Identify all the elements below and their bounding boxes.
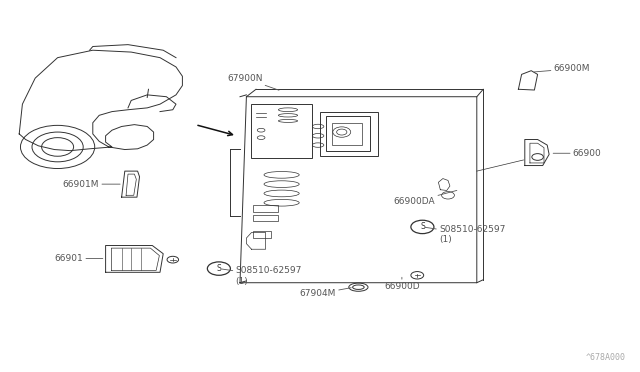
Text: 66901M: 66901M bbox=[63, 180, 120, 189]
Text: 66901: 66901 bbox=[54, 254, 103, 263]
Text: S08510-62597
(1): S08510-62597 (1) bbox=[425, 225, 506, 244]
Text: S08510-62597
(1): S08510-62597 (1) bbox=[221, 266, 302, 286]
Text: 67900N: 67900N bbox=[227, 74, 279, 90]
Bar bbox=[320, 112, 378, 156]
Text: 66900: 66900 bbox=[553, 149, 602, 158]
Bar bbox=[253, 215, 278, 221]
Bar bbox=[251, 104, 312, 158]
Text: 66900D: 66900D bbox=[384, 277, 420, 291]
Text: ^678A000: ^678A000 bbox=[586, 353, 626, 362]
Bar bbox=[332, 123, 362, 145]
Text: 67904M: 67904M bbox=[300, 288, 351, 298]
Bar bbox=[253, 231, 271, 238]
Text: 66900M: 66900M bbox=[534, 64, 590, 73]
Bar bbox=[326, 116, 370, 151]
Text: S: S bbox=[216, 264, 221, 273]
Text: S: S bbox=[420, 222, 425, 231]
Bar bbox=[253, 205, 278, 212]
Text: 66900DA: 66900DA bbox=[394, 190, 457, 206]
